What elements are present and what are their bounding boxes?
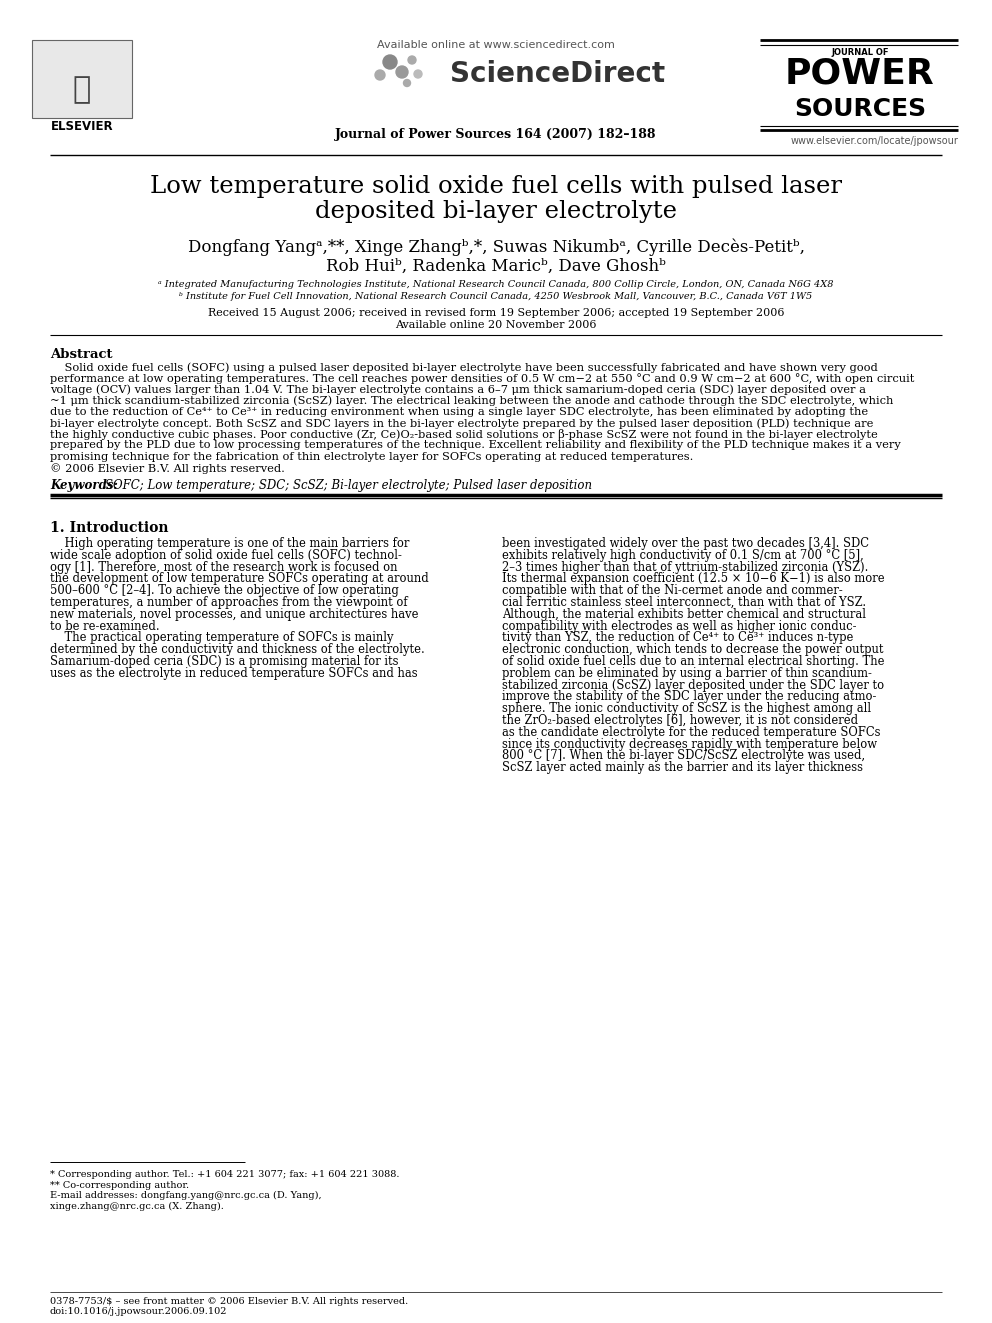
FancyBboxPatch shape (32, 40, 132, 118)
Text: bi-layer electrolyte concept. Both ScSZ and SDC layers in the bi-layer electroly: bi-layer electrolyte concept. Both ScSZ … (50, 418, 873, 429)
Text: ScienceDirect: ScienceDirect (450, 60, 665, 89)
Text: 1. Introduction: 1. Introduction (50, 521, 169, 534)
Text: 500–600 °C [2–4]. To achieve the objective of low operating: 500–600 °C [2–4]. To achieve the objecti… (50, 585, 399, 597)
Text: www.elsevier.com/locate/jpowsour: www.elsevier.com/locate/jpowsour (790, 136, 958, 146)
Text: Available online 20 November 2006: Available online 20 November 2006 (395, 320, 597, 329)
Text: wide scale adoption of solid oxide fuel cells (SOFC) technol-: wide scale adoption of solid oxide fuel … (50, 549, 402, 562)
Text: Samarium-doped ceria (SDC) is a promising material for its: Samarium-doped ceria (SDC) is a promisin… (50, 655, 399, 668)
Text: POWER: POWER (785, 57, 934, 91)
Text: been investigated widely over the past two decades [3,4]. SDC: been investigated widely over the past t… (502, 537, 869, 550)
Text: 800 °C [7]. When the bi-layer SDC/ScSZ electrolyte was used,: 800 °C [7]. When the bi-layer SDC/ScSZ e… (502, 749, 865, 762)
Text: to be re-examined.: to be re-examined. (50, 619, 160, 632)
Text: Dongfang Yangᵃ,**, Xinge Zhangᵇ,*, Suwas Nikumbᵃ, Cyrille Decès-Petitᵇ,: Dongfang Yangᵃ,**, Xinge Zhangᵇ,*, Suwas… (187, 238, 805, 255)
Text: electronic conduction, which tends to decrease the power output: electronic conduction, which tends to de… (502, 643, 884, 656)
Text: compatible with that of the Ni-cermet anode and commer-: compatible with that of the Ni-cermet an… (502, 585, 843, 597)
Text: problem can be eliminated by using a barrier of thin scandium-: problem can be eliminated by using a bar… (502, 667, 872, 680)
Text: 🌳: 🌳 (72, 75, 91, 105)
Text: SOURCES: SOURCES (794, 97, 927, 120)
Text: ELSEVIER: ELSEVIER (51, 120, 113, 134)
Text: E-mail addresses: dongfang.yang@nrc.gc.ca (D. Yang),: E-mail addresses: dongfang.yang@nrc.gc.c… (50, 1191, 321, 1200)
Text: ogy [1]. Therefore, most of the research work is focused on: ogy [1]. Therefore, most of the research… (50, 561, 398, 574)
Text: ᵃ Integrated Manufacturing Technologies Institute, National Research Council Can: ᵃ Integrated Manufacturing Technologies … (159, 280, 833, 288)
Text: compatibility with electrodes as well as higher ionic conduc-: compatibility with electrodes as well as… (502, 619, 856, 632)
Text: as the candidate electrolyte for the reduced temperature SOFCs: as the candidate electrolyte for the red… (502, 726, 881, 738)
Text: Keywords:: Keywords: (50, 479, 118, 492)
Text: stabilized zirconia (ScSZ) layer deposited under the SDC layer to: stabilized zirconia (ScSZ) layer deposit… (502, 679, 884, 692)
Text: deposited bi-layer electrolyte: deposited bi-layer electrolyte (315, 200, 677, 224)
Text: Solid oxide fuel cells (SOFC) using a pulsed laser deposited bi-layer electrolyt: Solid oxide fuel cells (SOFC) using a pu… (50, 363, 878, 373)
Text: promising technique for the fabrication of thin electrolyte layer for SOFCs oper: promising technique for the fabrication … (50, 451, 693, 462)
Text: JOURNAL OF: JOURNAL OF (831, 48, 889, 57)
Text: cial ferritic stainless steel interconnect, than with that of YSZ.: cial ferritic stainless steel interconne… (502, 595, 866, 609)
Text: High operating temperature is one of the main barriers for: High operating temperature is one of the… (50, 537, 410, 550)
Text: xinge.zhang@nrc.gc.ca (X. Zhang).: xinge.zhang@nrc.gc.ca (X. Zhang). (50, 1201, 224, 1211)
Text: Journal of Power Sources 164 (2007) 182–188: Journal of Power Sources 164 (2007) 182–… (335, 128, 657, 142)
Text: Low temperature solid oxide fuel cells with pulsed laser: Low temperature solid oxide fuel cells w… (150, 175, 842, 198)
Circle shape (404, 79, 411, 86)
Text: Although, the material exhibits better chemical and structural: Although, the material exhibits better c… (502, 607, 866, 620)
Text: 0378-7753/$ – see front matter © 2006 Elsevier B.V. All rights reserved.: 0378-7753/$ – see front matter © 2006 El… (50, 1297, 409, 1306)
Text: prepared by the PLD due to low processing temperatures of the technique. Excelle: prepared by the PLD due to low processin… (50, 441, 901, 450)
Text: the highly conductive cubic phases. Poor conductive (Zr, Ce)O₂-based solid solut: the highly conductive cubic phases. Poor… (50, 429, 878, 441)
Text: Received 15 August 2006; received in revised form 19 September 2006; accepted 19: Received 15 August 2006; received in rev… (207, 308, 785, 318)
Circle shape (396, 66, 408, 78)
Text: voltage (OCV) values larger than 1.04 V. The bi-layer electrolyte contains a 6–7: voltage (OCV) values larger than 1.04 V.… (50, 385, 866, 396)
Circle shape (408, 56, 416, 64)
Text: the development of low temperature SOFCs operating at around: the development of low temperature SOFCs… (50, 573, 429, 585)
Text: * Corresponding author. Tel.: +1 604 221 3077; fax: +1 604 221 3088.: * Corresponding author. Tel.: +1 604 221… (50, 1170, 400, 1179)
Circle shape (383, 56, 397, 69)
Text: ~1 μm thick scandium-stabilized zirconia (ScSZ) layer. The electrical leaking be: ~1 μm thick scandium-stabilized zirconia… (50, 396, 894, 406)
Text: exhibits relatively high conductivity of 0.1 S/cm at 700 °C [5],: exhibits relatively high conductivity of… (502, 549, 864, 562)
Text: since its conductivity decreases rapidly with temperature below: since its conductivity decreases rapidly… (502, 738, 877, 750)
Text: Available online at www.sciencedirect.com: Available online at www.sciencedirect.co… (377, 40, 615, 50)
Text: uses as the electrolyte in reduced temperature SOFCs and has: uses as the electrolyte in reduced tempe… (50, 667, 418, 680)
Text: SOFC; Low temperature; SDC; ScSZ; Bi-layer electrolyte; Pulsed laser deposition: SOFC; Low temperature; SDC; ScSZ; Bi-lay… (105, 479, 592, 492)
Text: performance at low operating temperatures. The cell reaches power densities of 0: performance at low operating temperature… (50, 373, 915, 384)
Text: new materials, novel processes, and unique architectures have: new materials, novel processes, and uniq… (50, 607, 419, 620)
Text: of solid oxide fuel cells due to an internal electrical shorting. The: of solid oxide fuel cells due to an inte… (502, 655, 885, 668)
Text: doi:10.1016/j.jpowsour.2006.09.102: doi:10.1016/j.jpowsour.2006.09.102 (50, 1307, 227, 1316)
Circle shape (375, 70, 385, 79)
Text: temperatures, a number of approaches from the viewpoint of: temperatures, a number of approaches fro… (50, 595, 408, 609)
Text: 2–3 times higher than that of yttrium-stabilized zirconia (YSZ).: 2–3 times higher than that of yttrium-st… (502, 561, 868, 574)
Circle shape (414, 70, 422, 78)
Text: ScSZ layer acted mainly as the barrier and its layer thickness: ScSZ layer acted mainly as the barrier a… (502, 761, 863, 774)
Text: ** Co-corresponding author.: ** Co-corresponding author. (50, 1180, 189, 1189)
Text: ᵇ Institute for Fuel Cell Innovation, National Research Council Canada, 4250 Wes: ᵇ Institute for Fuel Cell Innovation, Na… (180, 292, 812, 302)
Text: The practical operating temperature of SOFCs is mainly: The practical operating temperature of S… (50, 631, 394, 644)
Text: Rob Huiᵇ, Radenka Maricᵇ, Dave Ghoshᵇ: Rob Huiᵇ, Radenka Maricᵇ, Dave Ghoshᵇ (326, 258, 666, 275)
Text: due to the reduction of Ce⁴⁺ to Ce³⁺ in reducing environment when using a single: due to the reduction of Ce⁴⁺ to Ce³⁺ in … (50, 406, 868, 417)
Text: tivity than YSZ, the reduction of Ce⁴⁺ to Ce³⁺ induces n-type: tivity than YSZ, the reduction of Ce⁴⁺ t… (502, 631, 853, 644)
Text: determined by the conductivity and thickness of the electrolyte.: determined by the conductivity and thick… (50, 643, 425, 656)
Text: © 2006 Elsevier B.V. All rights reserved.: © 2006 Elsevier B.V. All rights reserved… (50, 463, 285, 474)
Text: Abstract: Abstract (50, 348, 112, 361)
Text: improve the stability of the SDC layer under the reducing atmo-: improve the stability of the SDC layer u… (502, 691, 876, 704)
Text: Its thermal expansion coefficient (12.5 × 10−6 K−1) is also more: Its thermal expansion coefficient (12.5 … (502, 573, 885, 585)
Text: the ZrO₂-based electrolytes [6], however, it is not considered: the ZrO₂-based electrolytes [6], however… (502, 714, 858, 728)
Text: sphere. The ionic conductivity of ScSZ is the highest among all: sphere. The ionic conductivity of ScSZ i… (502, 703, 871, 716)
